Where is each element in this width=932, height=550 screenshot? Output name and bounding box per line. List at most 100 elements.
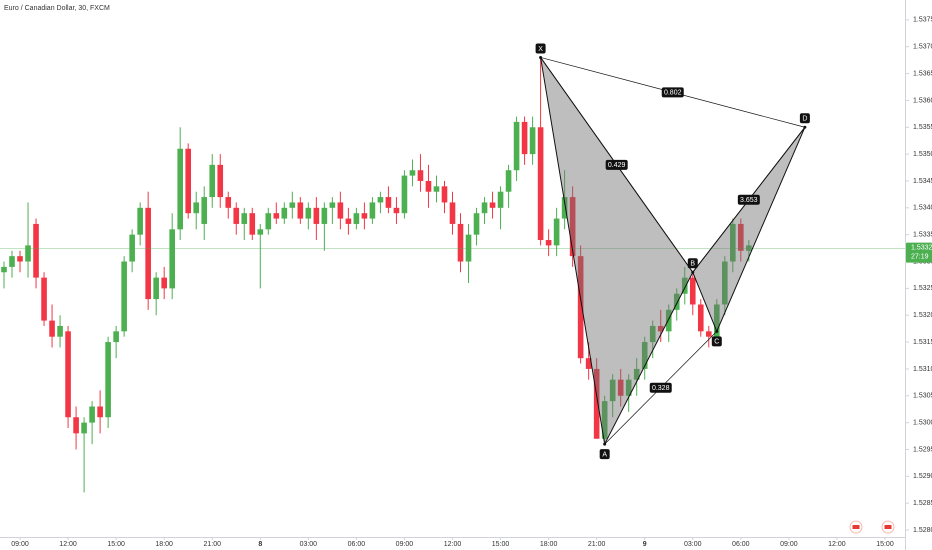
point-label-box xyxy=(535,43,546,54)
candle-body xyxy=(273,213,280,219)
candle-body xyxy=(97,406,103,418)
candle-body xyxy=(713,304,720,337)
x-tick-label: 9 xyxy=(643,541,647,548)
y-tick-label: 1.53350 xyxy=(913,232,932,239)
point-label: X xyxy=(538,46,543,53)
candle-body xyxy=(345,218,352,224)
ratio-label: 0.802 xyxy=(664,90,682,97)
point-label-box xyxy=(599,449,610,460)
y-tick-label: 1.53550 xyxy=(913,124,932,131)
candle-body xyxy=(617,379,624,396)
candle-body xyxy=(609,379,616,402)
candle-body xyxy=(553,218,560,246)
candle-body xyxy=(361,213,368,219)
countdown-label: 27:19 xyxy=(911,253,929,260)
candle-body xyxy=(153,277,159,300)
y-tick-label: 1.53000 xyxy=(913,419,932,426)
ratio-label-box xyxy=(649,382,672,393)
candle-body xyxy=(409,170,416,176)
candle-body xyxy=(281,207,288,219)
candle-body xyxy=(217,164,224,198)
x-tick-label: 18:00 xyxy=(155,541,173,548)
candle-body xyxy=(201,197,208,224)
candle-body xyxy=(161,277,167,289)
x-tick-label: 15:00 xyxy=(492,541,510,548)
candle-body xyxy=(9,256,15,267)
candle-body xyxy=(665,309,672,332)
candle-body xyxy=(585,358,592,369)
x-tick-label: 09:00 xyxy=(780,541,798,548)
candle-body xyxy=(185,148,192,214)
candle-body xyxy=(657,325,664,332)
y-tick-label: 1.52850 xyxy=(913,500,932,507)
candle-body xyxy=(601,401,608,439)
x-tick-label: 09:00 xyxy=(396,541,414,548)
candle-body xyxy=(681,277,688,294)
candle-body xyxy=(65,331,71,418)
pattern-point xyxy=(603,442,607,446)
candle-body xyxy=(369,202,376,219)
candle-body xyxy=(633,368,640,380)
event-icon[interactable] xyxy=(881,520,895,534)
candle-body xyxy=(649,325,656,343)
candle-body xyxy=(473,213,480,235)
candle-body xyxy=(73,417,79,434)
ratio-label-box xyxy=(605,159,628,170)
y-tick-label: 1.53150 xyxy=(913,339,932,346)
candle-body xyxy=(513,121,520,171)
candle-body xyxy=(738,223,744,251)
candle-body xyxy=(521,121,528,155)
candle-body xyxy=(57,325,63,337)
candle-body xyxy=(697,304,704,332)
ratio-label-box xyxy=(737,194,760,205)
event-icon[interactable] xyxy=(849,520,863,534)
candle-body xyxy=(425,180,432,192)
candle-body xyxy=(209,164,216,198)
point-label: B xyxy=(690,261,695,268)
last-price-box xyxy=(906,242,932,263)
x-tick-label: 21:00 xyxy=(588,541,606,548)
x-tick-label: 09:00 xyxy=(11,541,29,548)
candle-body xyxy=(89,406,95,423)
y-tick-label: 1.53700 xyxy=(913,44,932,51)
point-label: C xyxy=(714,339,719,346)
candle-body xyxy=(569,197,576,257)
y-tick-label: 1.53650 xyxy=(913,70,932,77)
candle-body xyxy=(561,197,568,219)
candle-body xyxy=(730,223,736,262)
candle-body xyxy=(625,379,632,396)
y-tick-label: 1.52900 xyxy=(913,473,932,480)
candle-body xyxy=(17,256,23,262)
x-tick-label: 18:00 xyxy=(540,541,558,548)
candle-body xyxy=(433,186,440,192)
x-tick-label: 03:00 xyxy=(684,541,702,548)
candle-body xyxy=(297,202,304,219)
y-tick-label: 1.52950 xyxy=(913,446,932,453)
x-tick-label: 21:00 xyxy=(203,541,221,548)
candle-body xyxy=(721,261,728,305)
candle-body xyxy=(305,207,312,219)
candle-body xyxy=(145,207,151,300)
pattern-point xyxy=(691,270,695,274)
y-tick-label: 1.53600 xyxy=(913,97,932,104)
candle-body xyxy=(537,127,544,241)
candle-body xyxy=(337,202,344,219)
candle-body xyxy=(241,213,248,224)
candle-body xyxy=(545,240,552,246)
candle-body xyxy=(41,277,47,321)
candle-body xyxy=(673,293,680,310)
candle-body xyxy=(121,261,127,332)
candle-body xyxy=(465,234,472,262)
y-tick-label: 1.53500 xyxy=(913,151,932,158)
candle-body xyxy=(393,207,400,214)
y-tick-label: 1.52800 xyxy=(913,527,932,534)
candle-body xyxy=(265,213,272,230)
candle-body xyxy=(577,256,584,359)
candle-body xyxy=(49,320,55,337)
candle-body xyxy=(401,175,408,214)
candle-body xyxy=(593,368,600,439)
candle-body xyxy=(25,245,31,262)
point-label: D xyxy=(802,116,807,123)
candle-body xyxy=(233,207,240,224)
